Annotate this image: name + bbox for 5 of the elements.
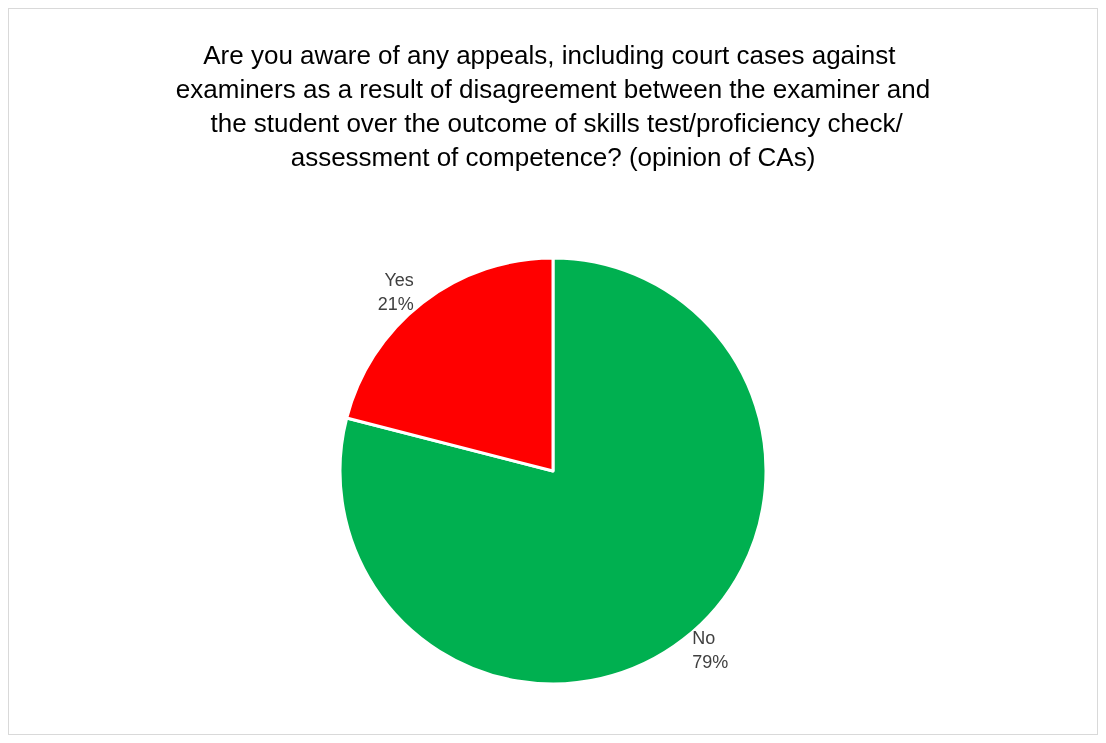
data-label: 79% (692, 652, 729, 673)
data-label: 21% (377, 293, 414, 314)
slice-label: Yes (384, 269, 414, 290)
chart-title: Are you aware of any appeals, including court cases against examiners as a result of disagreement between the examiner and the student over the outcome of skills test/proficiency check/assessment of competence? (opinion of CAs) (175, 40, 931, 172)
slice-label: No (692, 628, 716, 649)
